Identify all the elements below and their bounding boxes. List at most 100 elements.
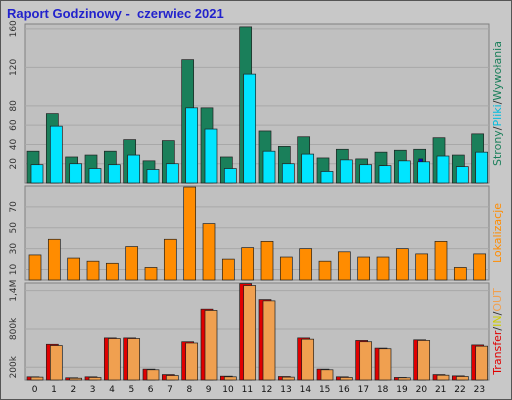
bar-lokalizacje-11 xyxy=(241,247,255,281)
x-tick-label-6: 6 xyxy=(148,385,154,395)
bar-out-7 xyxy=(165,375,179,381)
bar-lokalizacje-15 xyxy=(318,260,332,281)
y-tick-label-0-4: 120 xyxy=(9,59,19,76)
y-tick-label-0-3: 80 xyxy=(9,100,19,112)
bar-lokalizacje-2 xyxy=(67,257,81,281)
bar-pliki-23 xyxy=(475,151,489,184)
legend-item-0-1: / xyxy=(491,126,504,130)
bar-out-3 xyxy=(88,377,102,381)
x-tick-label-10: 10 xyxy=(222,385,234,395)
bar-out-14 xyxy=(301,338,315,381)
bar-out-2 xyxy=(69,377,83,381)
bar-lokalizacje-12 xyxy=(260,241,274,281)
bar-lokalizacje-18 xyxy=(376,256,390,281)
bar-pliki-20 xyxy=(417,161,431,184)
x-tick-label-17: 17 xyxy=(358,385,369,395)
bar-out-15 xyxy=(320,369,334,381)
bar-out-19 xyxy=(397,377,411,381)
x-tick-label-18: 18 xyxy=(377,385,389,395)
legend-item-0-4: Wywołania xyxy=(491,41,504,101)
bar-pliki-12 xyxy=(262,150,276,184)
bar-pliki-19 xyxy=(397,160,411,184)
x-tick-label-5: 5 xyxy=(128,385,134,395)
bar-pliki-3 xyxy=(88,168,102,184)
legend-item-2-3: / xyxy=(491,311,504,315)
y-tick-label-1-1: 30 xyxy=(9,243,19,255)
bar-out-11 xyxy=(243,285,257,381)
bar-pliki-1 xyxy=(49,125,63,184)
bar-pliki-18 xyxy=(378,165,392,184)
legend-item-2-0: Transfer xyxy=(491,330,504,376)
bar-pliki-17 xyxy=(359,164,373,184)
bar-pliki-11 xyxy=(243,73,257,184)
bar-out-20 xyxy=(417,340,431,381)
x-tick-label-3: 3 xyxy=(90,385,96,395)
bar-out-6 xyxy=(146,369,160,381)
bar-pliki-16 xyxy=(339,159,353,184)
x-tick-label-22: 22 xyxy=(454,385,465,395)
x-tick-label-11: 11 xyxy=(242,385,253,395)
y-tick-label-1-2: 50 xyxy=(9,222,19,234)
x-tick-label-21: 21 xyxy=(435,385,446,395)
bar-pliki-0 xyxy=(30,164,44,184)
bar-lokalizacje-6 xyxy=(144,267,158,281)
x-tick-label-14: 14 xyxy=(300,385,312,395)
y-tick-label-0-0: 20 xyxy=(9,158,19,170)
x-tick-label-19: 19 xyxy=(396,385,408,395)
x-tick-label-16: 16 xyxy=(338,385,350,395)
x-tick-label-12: 12 xyxy=(261,385,272,395)
bar-out-23 xyxy=(475,345,489,381)
bar-pliki-5 xyxy=(127,154,141,184)
bar-lokalizacje-10 xyxy=(221,258,235,281)
bar-pliki-15 xyxy=(320,171,334,184)
bar-lokalizacje-21 xyxy=(434,241,448,281)
y-tick-label-2-2: 1,4M xyxy=(9,280,19,302)
bar-lokalizacje-1 xyxy=(47,238,61,281)
x-tick-label-23: 23 xyxy=(474,385,485,395)
bar-out-16 xyxy=(339,377,353,381)
plot-area-2 xyxy=(24,282,490,381)
y-tick-label-2-1: 800k xyxy=(9,317,19,340)
chart-title: Raport Godzinowy - czerwiec 2021 xyxy=(7,6,224,21)
legend-item-2-1: / xyxy=(491,327,504,331)
bar-out-4 xyxy=(107,338,121,381)
bar-out-9 xyxy=(204,310,218,381)
bar-pliki-21 xyxy=(436,155,450,184)
bar-out-10 xyxy=(223,376,237,381)
bar-lokalizacje-8 xyxy=(183,186,197,281)
legend-item-0-3: / xyxy=(491,100,504,104)
y-tick-label-1-0: 10 xyxy=(9,264,19,276)
x-tick-label-2: 2 xyxy=(70,385,76,395)
bar-out-1 xyxy=(49,345,63,381)
legend-2: Transfer/IN/OUT xyxy=(491,288,504,376)
legend-item-1-0: Lokalizacje xyxy=(491,203,504,263)
bar-out-13 xyxy=(281,376,295,381)
bar-lokalizacje-20 xyxy=(415,253,429,281)
bar-pliki-8 xyxy=(185,107,199,184)
bar-lokalizacje-22 xyxy=(453,267,467,281)
bar-lokalizacje-7 xyxy=(163,238,177,281)
bar-out-18 xyxy=(378,348,392,381)
bar-out-5 xyxy=(127,338,141,381)
legend-item-0-0: Strony xyxy=(491,130,504,166)
bar-pliki-10 xyxy=(223,168,237,184)
y-tick-label-2-0: 200k xyxy=(9,355,19,378)
bar-lokalizacje-23 xyxy=(473,253,487,281)
legend-1: Lokalizacje xyxy=(491,203,504,263)
legend-0: Strony/Pliki/Wywołania xyxy=(491,41,504,166)
x-tick-label-13: 13 xyxy=(280,385,291,395)
bar-pliki-9 xyxy=(204,128,218,184)
y-tick-label-0-1: 40 xyxy=(9,138,19,150)
bar-pliki-6 xyxy=(146,169,160,184)
bar-pliki-22 xyxy=(455,166,469,184)
x-tick-label-4: 4 xyxy=(109,385,115,395)
y-tick-label-0-2: 60 xyxy=(9,119,19,131)
bar-lokalizacje-19 xyxy=(395,248,409,281)
bar-lokalizacje-14 xyxy=(299,248,313,281)
bar-lokalizacje-17 xyxy=(357,256,371,281)
plot-area-1 xyxy=(24,185,490,281)
bar-lokalizacje-4 xyxy=(105,262,119,281)
bar-lokalizacje-0 xyxy=(28,254,42,281)
